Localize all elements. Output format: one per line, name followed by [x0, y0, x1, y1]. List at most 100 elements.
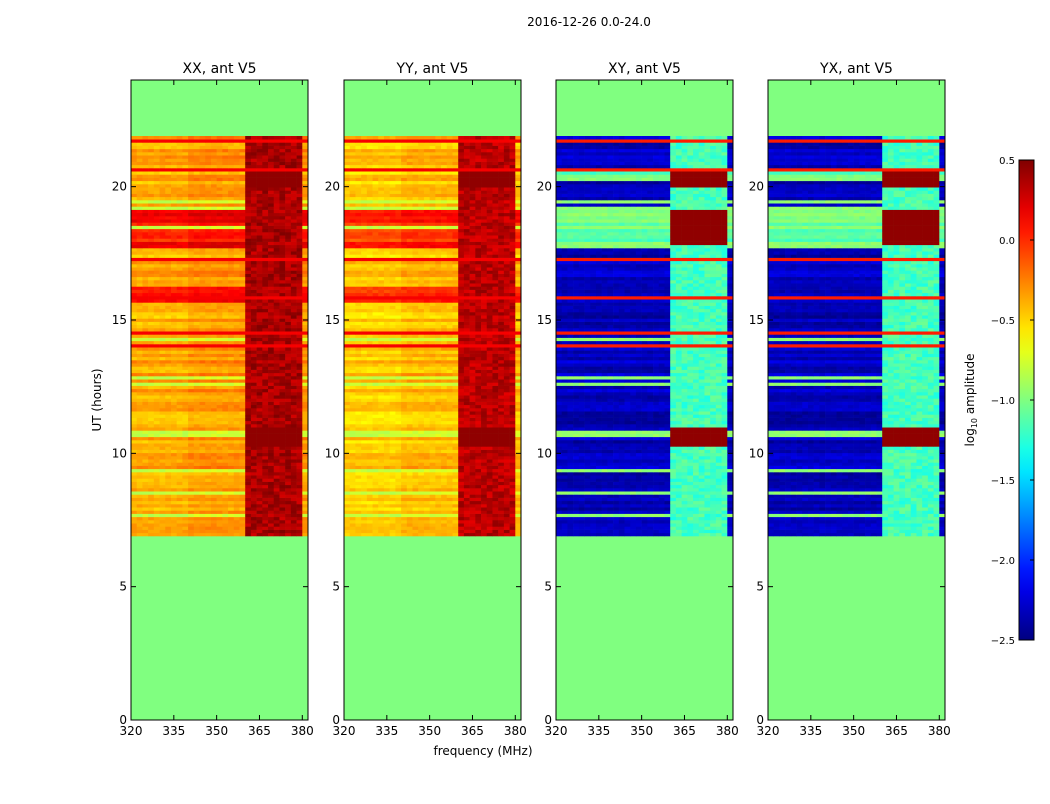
heatmap-cell — [137, 296, 143, 300]
heatmap-cell — [228, 395, 234, 399]
heatmap-cell — [177, 146, 183, 150]
heatmap-cell — [165, 446, 171, 450]
heatmap-cell — [297, 216, 303, 220]
heatmap-cell — [262, 469, 268, 473]
heatmap-cell — [515, 434, 521, 438]
heatmap-cell — [188, 453, 194, 457]
heatmap-cell — [188, 494, 194, 498]
heatmap-cell — [171, 504, 177, 508]
heatmap-cell — [435, 523, 441, 527]
heatmap-cell — [447, 504, 453, 508]
heatmap-cell — [239, 466, 245, 470]
heatmap-cell — [205, 254, 211, 258]
heatmap-cell — [148, 293, 154, 297]
heatmap-cell — [262, 466, 268, 470]
heatmap-cell — [154, 405, 160, 409]
heatmap-cell — [361, 533, 367, 537]
heatmap-cell — [234, 213, 240, 217]
heatmap-cell — [435, 446, 441, 450]
heatmap-cell — [200, 149, 206, 153]
heatmap-cell — [239, 354, 245, 358]
heatmap-cell — [373, 488, 379, 492]
heatmap-cell — [200, 229, 206, 233]
heatmap-cell — [200, 421, 206, 425]
heatmap-cell — [160, 254, 166, 258]
heatmap-cell — [160, 456, 166, 460]
heatmap-cell — [268, 392, 274, 396]
heatmap-cell — [182, 504, 188, 508]
heatmap-cell — [182, 190, 188, 194]
heatmap-cell — [257, 533, 263, 537]
heatmap-cell — [239, 498, 245, 502]
heatmap-cell — [177, 424, 183, 428]
heatmap-cell — [234, 501, 240, 505]
heatmap-cell — [165, 136, 171, 140]
heatmap-cell — [177, 251, 183, 255]
heatmap-cell — [355, 501, 361, 505]
heatmap-cell — [205, 472, 211, 476]
heatmap-cell — [188, 338, 194, 342]
heatmap-cell — [302, 242, 308, 246]
heatmap-cell — [285, 488, 291, 492]
heatmap-cell — [407, 450, 413, 454]
heatmap-cell — [302, 165, 308, 169]
heatmap-cell — [154, 533, 160, 537]
heatmap-cell — [177, 219, 183, 223]
heatmap-cell — [205, 389, 211, 393]
heatmap-cell — [452, 440, 458, 444]
heatmap-cell — [245, 261, 251, 265]
heatmap-cell — [165, 366, 171, 370]
heatmap-cell — [137, 462, 143, 466]
heatmap-cell — [413, 482, 419, 486]
heatmap-cell — [510, 504, 516, 508]
heatmap-cell — [194, 475, 200, 479]
heatmap-cell — [424, 533, 430, 537]
heatmap-cell — [367, 507, 373, 511]
heatmap-cell — [279, 347, 285, 351]
heatmap-cell — [142, 299, 148, 303]
heatmap-cell — [177, 405, 183, 409]
heatmap-cell — [154, 165, 160, 169]
heatmap-cell — [470, 469, 476, 473]
heatmap-cell — [165, 405, 171, 409]
heatmap-cell — [262, 290, 268, 294]
heatmap-cell — [182, 338, 188, 342]
heatmap-cell — [171, 533, 177, 537]
heatmap-cell — [188, 498, 194, 502]
heatmap-cell — [171, 453, 177, 457]
heatmap-cell — [373, 427, 379, 431]
heatmap-cell — [239, 510, 245, 514]
heatmap-cell — [171, 462, 177, 466]
heatmap-cell — [344, 514, 350, 518]
heatmap-cell — [274, 136, 280, 140]
heatmap-cell — [188, 462, 194, 466]
heatmap-cell — [137, 370, 143, 374]
heatmap-cell — [131, 245, 137, 249]
heatmap-cell — [131, 325, 137, 329]
heatmap-cell — [498, 430, 504, 434]
heatmap-cell — [401, 533, 407, 537]
heatmap-cell — [182, 456, 188, 460]
heatmap-cell — [384, 482, 390, 486]
heatmap-cell — [137, 174, 143, 178]
heatmap-cell — [251, 245, 257, 249]
heatmap-cell — [257, 376, 263, 380]
heatmap-cell — [188, 178, 194, 182]
heatmap-cell — [251, 248, 257, 252]
heatmap-cell — [279, 312, 285, 316]
heatmap-cell — [194, 190, 200, 194]
heatmap-cell — [211, 238, 217, 242]
heatmap-cell — [401, 453, 407, 457]
heatmap-cell — [228, 210, 234, 214]
heatmap-cells — [344, 136, 521, 536]
heatmap-cell — [160, 232, 166, 236]
heatmap-cell — [274, 187, 280, 191]
heatmap-cell — [165, 379, 171, 383]
heatmap-cell — [160, 440, 166, 444]
heatmap-cell — [205, 475, 211, 479]
heatmap-cell — [148, 389, 154, 393]
heatmap-cell — [131, 398, 137, 402]
heatmap-cell — [285, 494, 291, 498]
heatmap-cell — [182, 507, 188, 511]
heatmap-cell — [222, 462, 228, 466]
